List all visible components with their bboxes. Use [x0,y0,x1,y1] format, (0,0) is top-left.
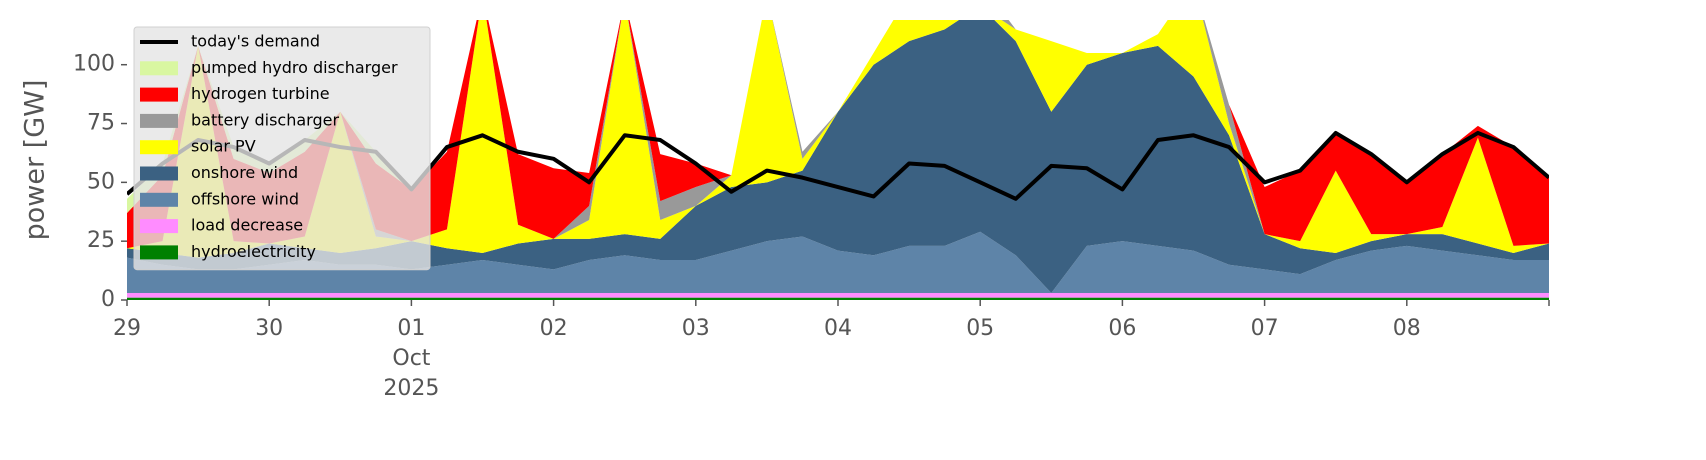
x-tick-label: 08 [1393,316,1421,341]
legend-label: today's demand [191,32,320,51]
y-axis-label: power [GW] [20,80,51,241]
area [127,20,1549,293]
x-tick-label: 01 [397,316,425,341]
legend-label: solar PV [191,137,256,156]
legend-box [133,26,431,271]
area [127,231,1549,293]
y-tick-label: 75 [87,111,115,136]
legend-label: hydroelectricity [191,242,316,261]
legend-swatch [140,87,178,102]
x-tick-label: 03 [682,316,710,341]
x-tick-label: 02 [540,316,568,341]
legend-swatch [140,245,178,260]
legend-swatch [140,192,178,207]
legend-swatch [140,113,178,128]
area [127,292,1549,298]
legend-label: onshore wind [191,163,298,182]
legend-label: pumped hydro discharger [191,58,398,77]
legend-label: load decrease [191,216,303,235]
x-tick-label: 30 [255,316,283,341]
legend-swatch [140,166,178,181]
x-tick-label: 05 [966,316,994,341]
x-tick-label: 04 [824,316,852,341]
axes: 0 25 50 75 100 29 30 01 Oct 2025 02 03 04 05 06 07 08 [73,52,1550,401]
legend-swatch [140,61,178,76]
x-tick-month: Oct [392,346,430,371]
y-tick-label: 100 [73,52,115,77]
legend-label: hydrogen turbine [191,84,330,103]
x-tick-label: 06 [1108,316,1136,341]
legend-swatch [140,140,178,155]
legend-swatch [140,219,178,234]
area [127,297,1549,300]
y-tick-label: 50 [87,169,115,194]
y-tick-label: 0 [101,287,115,312]
y-tick-label: 25 [87,228,115,253]
x-tick-label: 07 [1251,316,1279,341]
legend-label: offshore wind [191,189,299,208]
x-tick-label: 29 [113,316,141,341]
area [127,20,1549,258]
legend-label: battery discharger [191,110,339,129]
legend: today's demand pumped hydro discharger hyd… [133,26,431,271]
x-tick-year: 2025 [383,376,439,401]
